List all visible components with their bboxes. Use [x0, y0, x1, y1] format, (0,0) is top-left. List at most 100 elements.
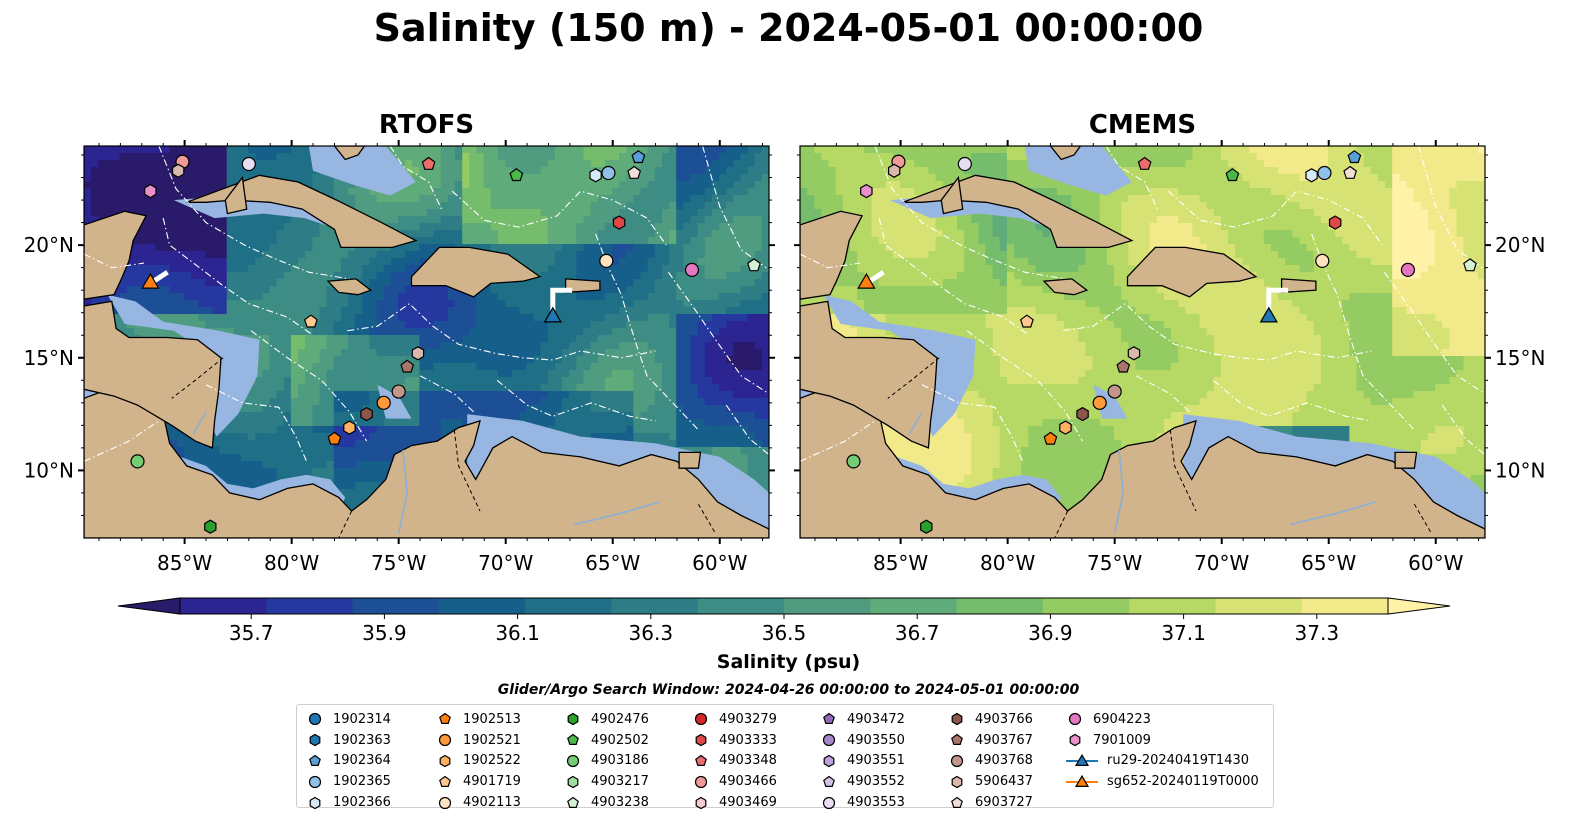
legend-marker — [950, 754, 964, 768]
legend-item: 4903550 — [819, 730, 905, 751]
land-mass — [1126, 246, 1258, 298]
legend-item: 4901719 — [435, 771, 521, 792]
colorbar-tick-label: 35.7 — [229, 621, 274, 645]
argo-float-1902365 — [1317, 165, 1332, 181]
country-border — [453, 429, 481, 512]
legend-marker-icon — [822, 734, 836, 747]
argo-float-4901719 — [1019, 314, 1034, 328]
eez-boundary — [667, 271, 769, 395]
legend-marker — [439, 754, 451, 768]
legend-item: 4903552 — [819, 771, 905, 792]
eez-boundary — [205, 384, 308, 462]
legend-label: 1902363 — [333, 732, 391, 748]
legend-label: 4902502 — [591, 732, 649, 748]
legend-marker-icon — [309, 754, 321, 766]
lon-tick-label: 60°W — [692, 551, 747, 575]
legend-label: 5906437 — [975, 774, 1033, 790]
legend-item: 1902314 — [305, 709, 391, 730]
legend-marker — [439, 713, 451, 725]
legend-marker-icon — [309, 796, 321, 809]
shelf-area — [377, 384, 412, 419]
lon-tick-label: 80°W — [264, 551, 319, 575]
legend-marker — [951, 733, 963, 746]
colorbar-label: Salinity (psu) — [716, 651, 861, 673]
argo-float-1902513 — [327, 431, 342, 445]
lon-tick-label: 85°W — [157, 551, 212, 575]
legend-marker-icon — [567, 713, 579, 726]
legend-marker — [694, 713, 708, 726]
country-border — [1413, 503, 1432, 534]
argo-float-4902113 — [599, 253, 614, 268]
map-frame — [799, 145, 1486, 539]
legend-marker-icon — [695, 796, 707, 809]
argo-float-6904223 — [684, 262, 700, 278]
legend-item: 1902513 — [435, 709, 521, 730]
eez-boundary — [1212, 379, 1372, 422]
argo-float-4902502 — [1225, 168, 1240, 182]
legend-item: 6903727 — [947, 792, 1033, 813]
land-mass — [1042, 278, 1089, 296]
lon-tick-label: 85°W — [873, 551, 928, 575]
argo-float-1902366 — [589, 168, 602, 183]
lon-tick-label: 70°W — [478, 551, 533, 575]
argo-float-1902366 — [1305, 168, 1318, 183]
legend-marker-icon — [695, 754, 707, 766]
legend-marker-icon — [566, 754, 580, 768]
shelf-area — [1024, 146, 1132, 196]
colorbar-tick-label: 37.3 — [1295, 621, 1340, 645]
colorbar-tick-label: 36.5 — [762, 621, 807, 645]
eez-boundary — [1105, 146, 1158, 210]
river — [574, 501, 661, 526]
eez-boundary — [389, 146, 442, 210]
argo-float-5906437 — [887, 163, 901, 178]
argo-float-4903553 — [241, 156, 256, 172]
colorbar-bin — [1042, 598, 1130, 614]
colorbar-bin — [438, 598, 526, 614]
legend-marker — [439, 775, 451, 787]
colorbar: 35.7 35.9 36.1 36.3 36.5 36.7 36.9 37.1 37.3 — [117, 597, 1451, 645]
legend-label: 1902522 — [463, 753, 521, 769]
legend-column: 4903279 4903333 4903348 4903466 4903469 — [691, 709, 777, 813]
argo-float-4902502 — [509, 168, 524, 182]
glider-sg652 — [141, 272, 160, 289]
legend-column: 1902513 1902521 1902522 4901719 4902113 — [435, 709, 521, 813]
legend-marker-icon — [823, 775, 835, 787]
argo-float-4903186 — [130, 454, 145, 469]
eez-boundary — [347, 302, 656, 361]
argo-float-1902364 — [1347, 150, 1362, 164]
legend-item: 1902521 — [435, 730, 521, 751]
shelf-area — [823, 294, 976, 437]
legend-label: 1902314 — [333, 711, 391, 727]
legend-item: 4903333 — [691, 730, 777, 751]
legend-marker-icon — [695, 733, 707, 747]
colorbar-bin — [180, 598, 267, 614]
argo-float-4903767 — [400, 359, 415, 373]
legend-marker — [566, 754, 580, 768]
lon-tick-label: 70°W — [1194, 551, 1249, 575]
legend-label: 6904223 — [1093, 711, 1151, 727]
eez-boundary — [84, 420, 160, 462]
lat-tick-label: 10°N — [1495, 458, 1545, 482]
legend-marker — [694, 775, 708, 788]
legend-marker-icon — [439, 754, 451, 768]
lon-tick-label: 60°W — [1408, 551, 1463, 575]
legend-label: 4903348 — [719, 753, 777, 769]
eez-boundary — [84, 253, 144, 269]
legend-item: 4902113 — [435, 792, 521, 813]
eez-boundary — [451, 190, 667, 246]
legend-item: 4902476 — [563, 709, 649, 730]
land-mass — [800, 300, 938, 449]
argo-float-4901719 — [303, 314, 318, 328]
legend-marker-icon — [567, 796, 579, 808]
legend-label: 4902476 — [591, 711, 649, 727]
legend-marker — [822, 734, 836, 747]
colorbar-extend-max — [1387, 597, 1451, 615]
legend-marker-icon — [567, 775, 579, 788]
legend-marker — [1074, 774, 1090, 787]
colorbar-tick-label: 36.7 — [895, 621, 940, 645]
legend-label: ru29-20240419T1430 — [1107, 753, 1250, 769]
colorbar-bin — [352, 598, 440, 614]
lat-tick-label: 20°N — [24, 233, 74, 257]
legend-label: 4903333 — [719, 732, 777, 748]
legend-marker — [695, 754, 707, 766]
